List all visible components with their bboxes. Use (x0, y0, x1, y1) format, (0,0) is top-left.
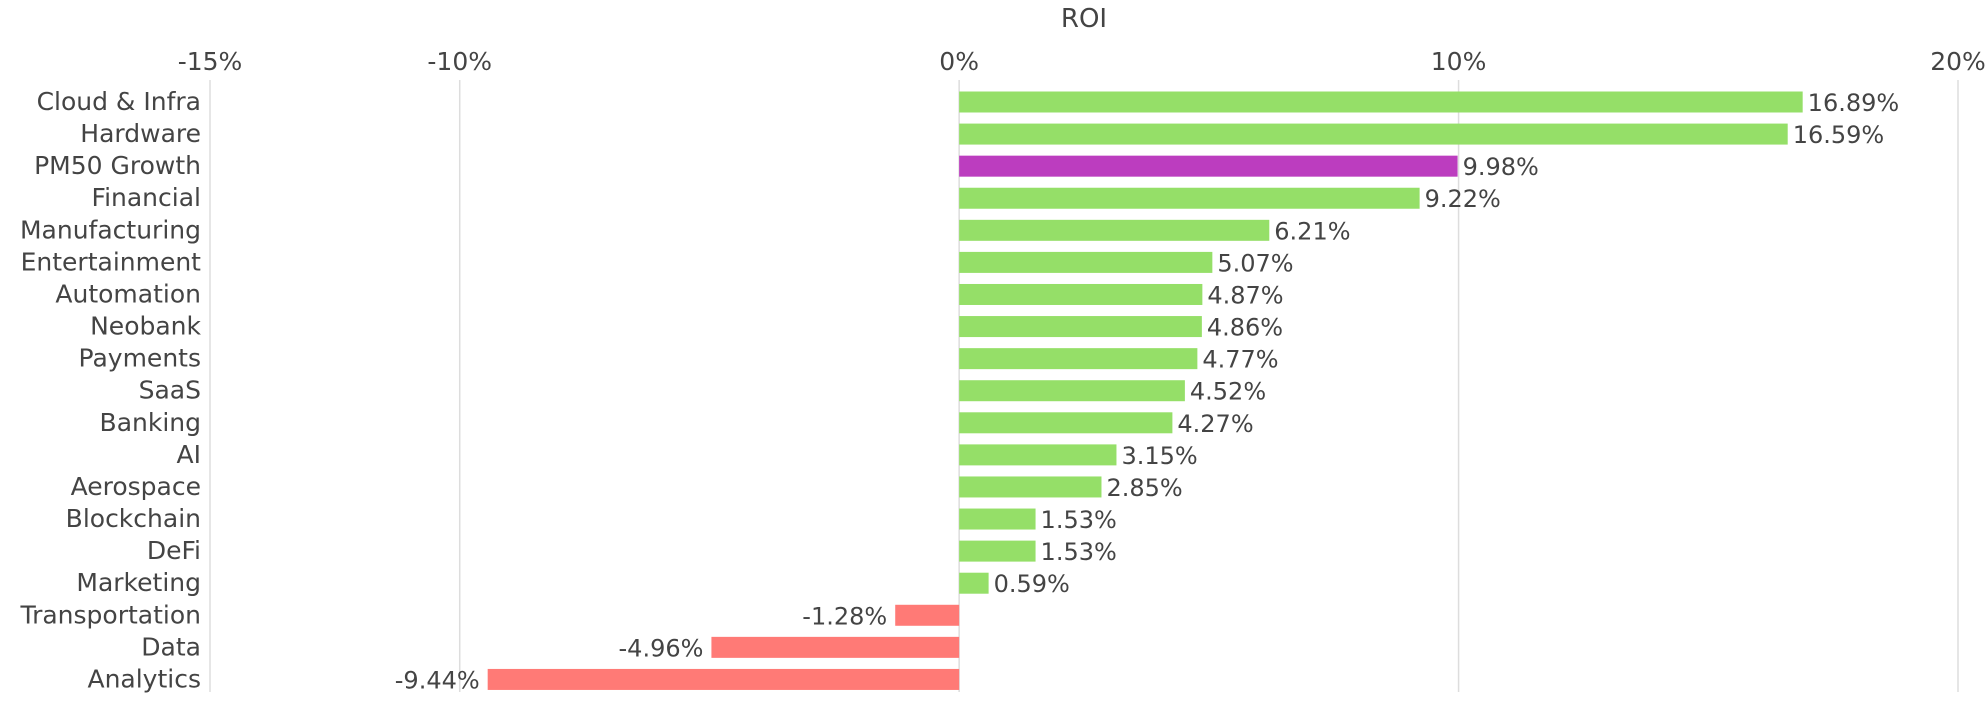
value-label: -9.44% (395, 666, 480, 694)
bar (959, 91, 1803, 113)
x-tick-labels: -15% -10% 0% 10% 20% (178, 47, 1986, 76)
bar (959, 316, 1202, 338)
bar (895, 604, 960, 626)
category-label: Financial (92, 183, 201, 212)
bar (959, 444, 1117, 466)
category-label: Aerospace (71, 472, 201, 501)
value-label: 9.98% (1463, 153, 1539, 181)
bar (959, 219, 1270, 241)
bar (959, 412, 1173, 434)
category-label: Entertainment (21, 247, 202, 276)
x-tick-label: 20% (1930, 47, 1986, 76)
bar (959, 155, 1458, 177)
category-label: Marketing (76, 568, 201, 597)
x-tick-label: 10% (1431, 47, 1487, 76)
bar (487, 668, 960, 690)
category-label: Neobank (90, 312, 201, 341)
value-label: 4.52% (1190, 378, 1266, 406)
category-labels: Cloud & Infra Hardware PM50 Growth Financia… (19, 87, 201, 693)
bar (959, 540, 1036, 562)
bar (959, 380, 1185, 402)
value-label: 6.21% (1274, 217, 1350, 245)
category-label: Transportation (19, 600, 201, 629)
category-label: Blockchain (66, 504, 201, 533)
value-label: 4.86% (1207, 314, 1283, 342)
category-label: DeFi (147, 536, 201, 565)
category-label: Data (141, 632, 201, 661)
category-label: Analytics (87, 664, 201, 693)
category-label: Cloud & Infra (37, 87, 201, 116)
bar (959, 123, 1788, 145)
bar (959, 508, 1036, 530)
x-tick-label: 0% (939, 47, 979, 76)
bar (711, 636, 960, 658)
category-label: Payments (79, 344, 201, 373)
value-label: 4.87% (1207, 281, 1283, 309)
x-axis-title: ROI (1061, 4, 1107, 34)
value-label: 3.15% (1121, 442, 1197, 470)
value-label: 16.89% (1808, 89, 1900, 117)
value-label: 1.53% (1041, 506, 1117, 534)
category-label: Manufacturing (20, 215, 201, 244)
bar (959, 251, 1213, 273)
value-label: 2.85% (1106, 474, 1182, 502)
bar (959, 187, 1420, 209)
bars (487, 91, 1803, 690)
value-label: 0.59% (994, 570, 1070, 598)
category-label: Banking (100, 408, 201, 437)
value-label: 5.07% (1217, 249, 1293, 277)
value-labels: 16.89% 16.59% 9.98% 9.22% 6.21% 5.07% 4.87% 4.8… (395, 89, 1899, 694)
value-label: 16.59% (1793, 121, 1885, 149)
bar (959, 283, 1203, 305)
value-label: -4.96% (619, 634, 704, 662)
category-label: Hardware (80, 119, 201, 148)
category-label: PM50 Growth (34, 151, 201, 180)
value-label: 4.77% (1202, 346, 1278, 374)
x-tick-label: -10% (427, 47, 492, 76)
value-label: 1.53% (1041, 538, 1117, 566)
value-label: 4.27% (1177, 410, 1253, 438)
x-tick-label: -15% (178, 47, 243, 76)
bar (959, 348, 1198, 370)
bar (959, 476, 1102, 498)
bar (959, 572, 989, 594)
value-label: 9.22% (1425, 185, 1501, 213)
value-label: -1.28% (802, 602, 887, 630)
category-label: AI (177, 440, 201, 469)
category-label: SaaS (139, 376, 201, 405)
category-label: Automation (55, 279, 201, 308)
